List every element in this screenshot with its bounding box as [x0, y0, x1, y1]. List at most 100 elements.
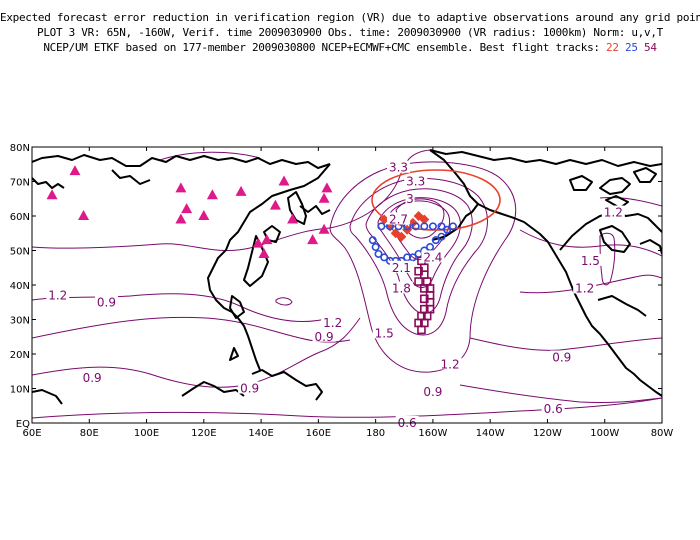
track-25-marker [428, 222, 437, 231]
track-25-marker [380, 253, 389, 262]
x-tick-label: 160E [306, 428, 331, 439]
y-tick-label: 30N [10, 316, 30, 327]
observation-site-triangle [78, 210, 90, 220]
x-tick-label: 180 [366, 428, 385, 439]
contour-label-bg [421, 250, 445, 263]
contour-label: 0.9 [423, 385, 442, 399]
contour-label-bg [387, 160, 411, 173]
track-25-marker [368, 236, 377, 245]
x-tick-label: 140E [248, 428, 273, 439]
chart-title-line-3: NCEP/UM ETKF based on 177-member 2009030… [43, 41, 657, 54]
contour-label-bg [387, 212, 411, 225]
contour-label: 3.3 [406, 175, 425, 189]
y-tick-label: 40N [10, 281, 30, 292]
track-25-marker [448, 222, 457, 231]
contour-label-bg [404, 174, 428, 187]
contour-label-bg [46, 288, 70, 301]
contour-lines [32, 149, 662, 419]
x-tick-label: 80E [80, 428, 99, 439]
track-22-marker [379, 214, 390, 225]
observation-site-triangle [318, 223, 330, 234]
contour-label: 1.5 [581, 254, 600, 268]
contour-label: 1.5 [375, 326, 394, 340]
observation-site-triangle [287, 213, 299, 224]
track-54-marker [414, 266, 423, 276]
contour-label-bg [372, 326, 396, 339]
observation-site-triangle [175, 182, 187, 193]
x-tick-label: 80W [651, 428, 674, 439]
flight-tracks [368, 211, 457, 335]
contour-label-bg [573, 281, 597, 294]
contour-label-bg [438, 357, 462, 370]
x-tick-label: 160W [418, 428, 447, 439]
contour-label-bg [321, 315, 345, 328]
contour-label-bg [601, 205, 625, 218]
x-tick-label: 120W [533, 428, 562, 439]
chart-title-line-2: PLOT 3 VR: 65N, -160W, Verif. time 20090… [37, 26, 663, 39]
contour-label-bg [312, 329, 336, 342]
contour-label: 1.2 [323, 316, 342, 330]
observation-site-triangle [261, 234, 273, 245]
x-tick-label: 140W [476, 428, 505, 439]
contour-label: 1.2 [575, 281, 594, 295]
observation-site-triangle [46, 189, 58, 200]
track-54-marker [417, 325, 426, 335]
observation-site-triangle [206, 189, 218, 200]
contour-label: 2.7 [389, 212, 408, 226]
contour-label: 1.2 [48, 288, 67, 302]
contour-label: 1.8 [392, 281, 411, 295]
contour-labels: 1.2 0.90.90.90.91.21.51.82.12.42.733.33.3… [46, 160, 625, 430]
chart-title-line-1: Expected forecast error reduction in ver… [0, 11, 700, 24]
observation-site-triangle [307, 234, 319, 245]
contour-label-bg [395, 416, 419, 428]
contour-label-bg [238, 381, 262, 394]
x-tick-label: 100E [134, 428, 159, 439]
x-tick-label: 100W [590, 428, 619, 439]
contour-label-bg [541, 402, 565, 415]
contour-label: 3.3 [389, 161, 408, 175]
y-tick-label: 70N [10, 178, 30, 189]
track-25-marker [420, 222, 429, 231]
contour-label-bg [405, 191, 415, 204]
contour-label: 1.2 [604, 206, 623, 220]
track-25-marker [431, 236, 440, 245]
observation-site-triangle [198, 210, 210, 220]
contour-label: 3 [406, 192, 414, 206]
x-tick-label: 60E [22, 428, 41, 439]
track-25-marker [437, 232, 446, 241]
contour-label: 0.9 [83, 371, 102, 385]
contour-label-bg [578, 253, 602, 266]
track-22-marker [419, 214, 430, 225]
track-22-label: 22 [606, 41, 619, 54]
contour-label: 1.2 [441, 357, 460, 371]
track-25-marker [408, 253, 417, 262]
observation-site-triangle [258, 247, 270, 258]
track-25-marker [377, 222, 386, 231]
contour-label-bg [80, 371, 104, 384]
observation-site-triangle [278, 175, 290, 186]
contour-label: 0.9 [240, 382, 259, 396]
contour-label-bg [94, 295, 118, 308]
y-tick-label: 60N [10, 212, 30, 223]
observation-sites [46, 165, 333, 258]
track-54-marker [420, 304, 429, 314]
observation-site-triangle [252, 237, 264, 248]
contour-label: 2.4 [423, 250, 442, 264]
contour-label-bg [421, 384, 445, 397]
track-25-marker [443, 225, 452, 234]
y-tick-label: 50N [10, 247, 30, 258]
observation-site-triangle [69, 165, 81, 176]
observation-site-triangle [181, 203, 193, 214]
contour-label: 0.6 [544, 402, 563, 416]
contour-label: 0.9 [552, 350, 571, 364]
contour-label: 0.9 [315, 330, 334, 344]
track-54-marker [420, 294, 429, 304]
track-54-marker [420, 284, 429, 293]
x-tick-label: 120E [191, 428, 216, 439]
observation-site-triangle [175, 213, 187, 224]
verification-region-circle [371, 169, 501, 231]
track-25-marker [437, 222, 446, 231]
y-tick-label: 20N [10, 350, 30, 361]
contour-label: 2.1 [392, 261, 411, 275]
